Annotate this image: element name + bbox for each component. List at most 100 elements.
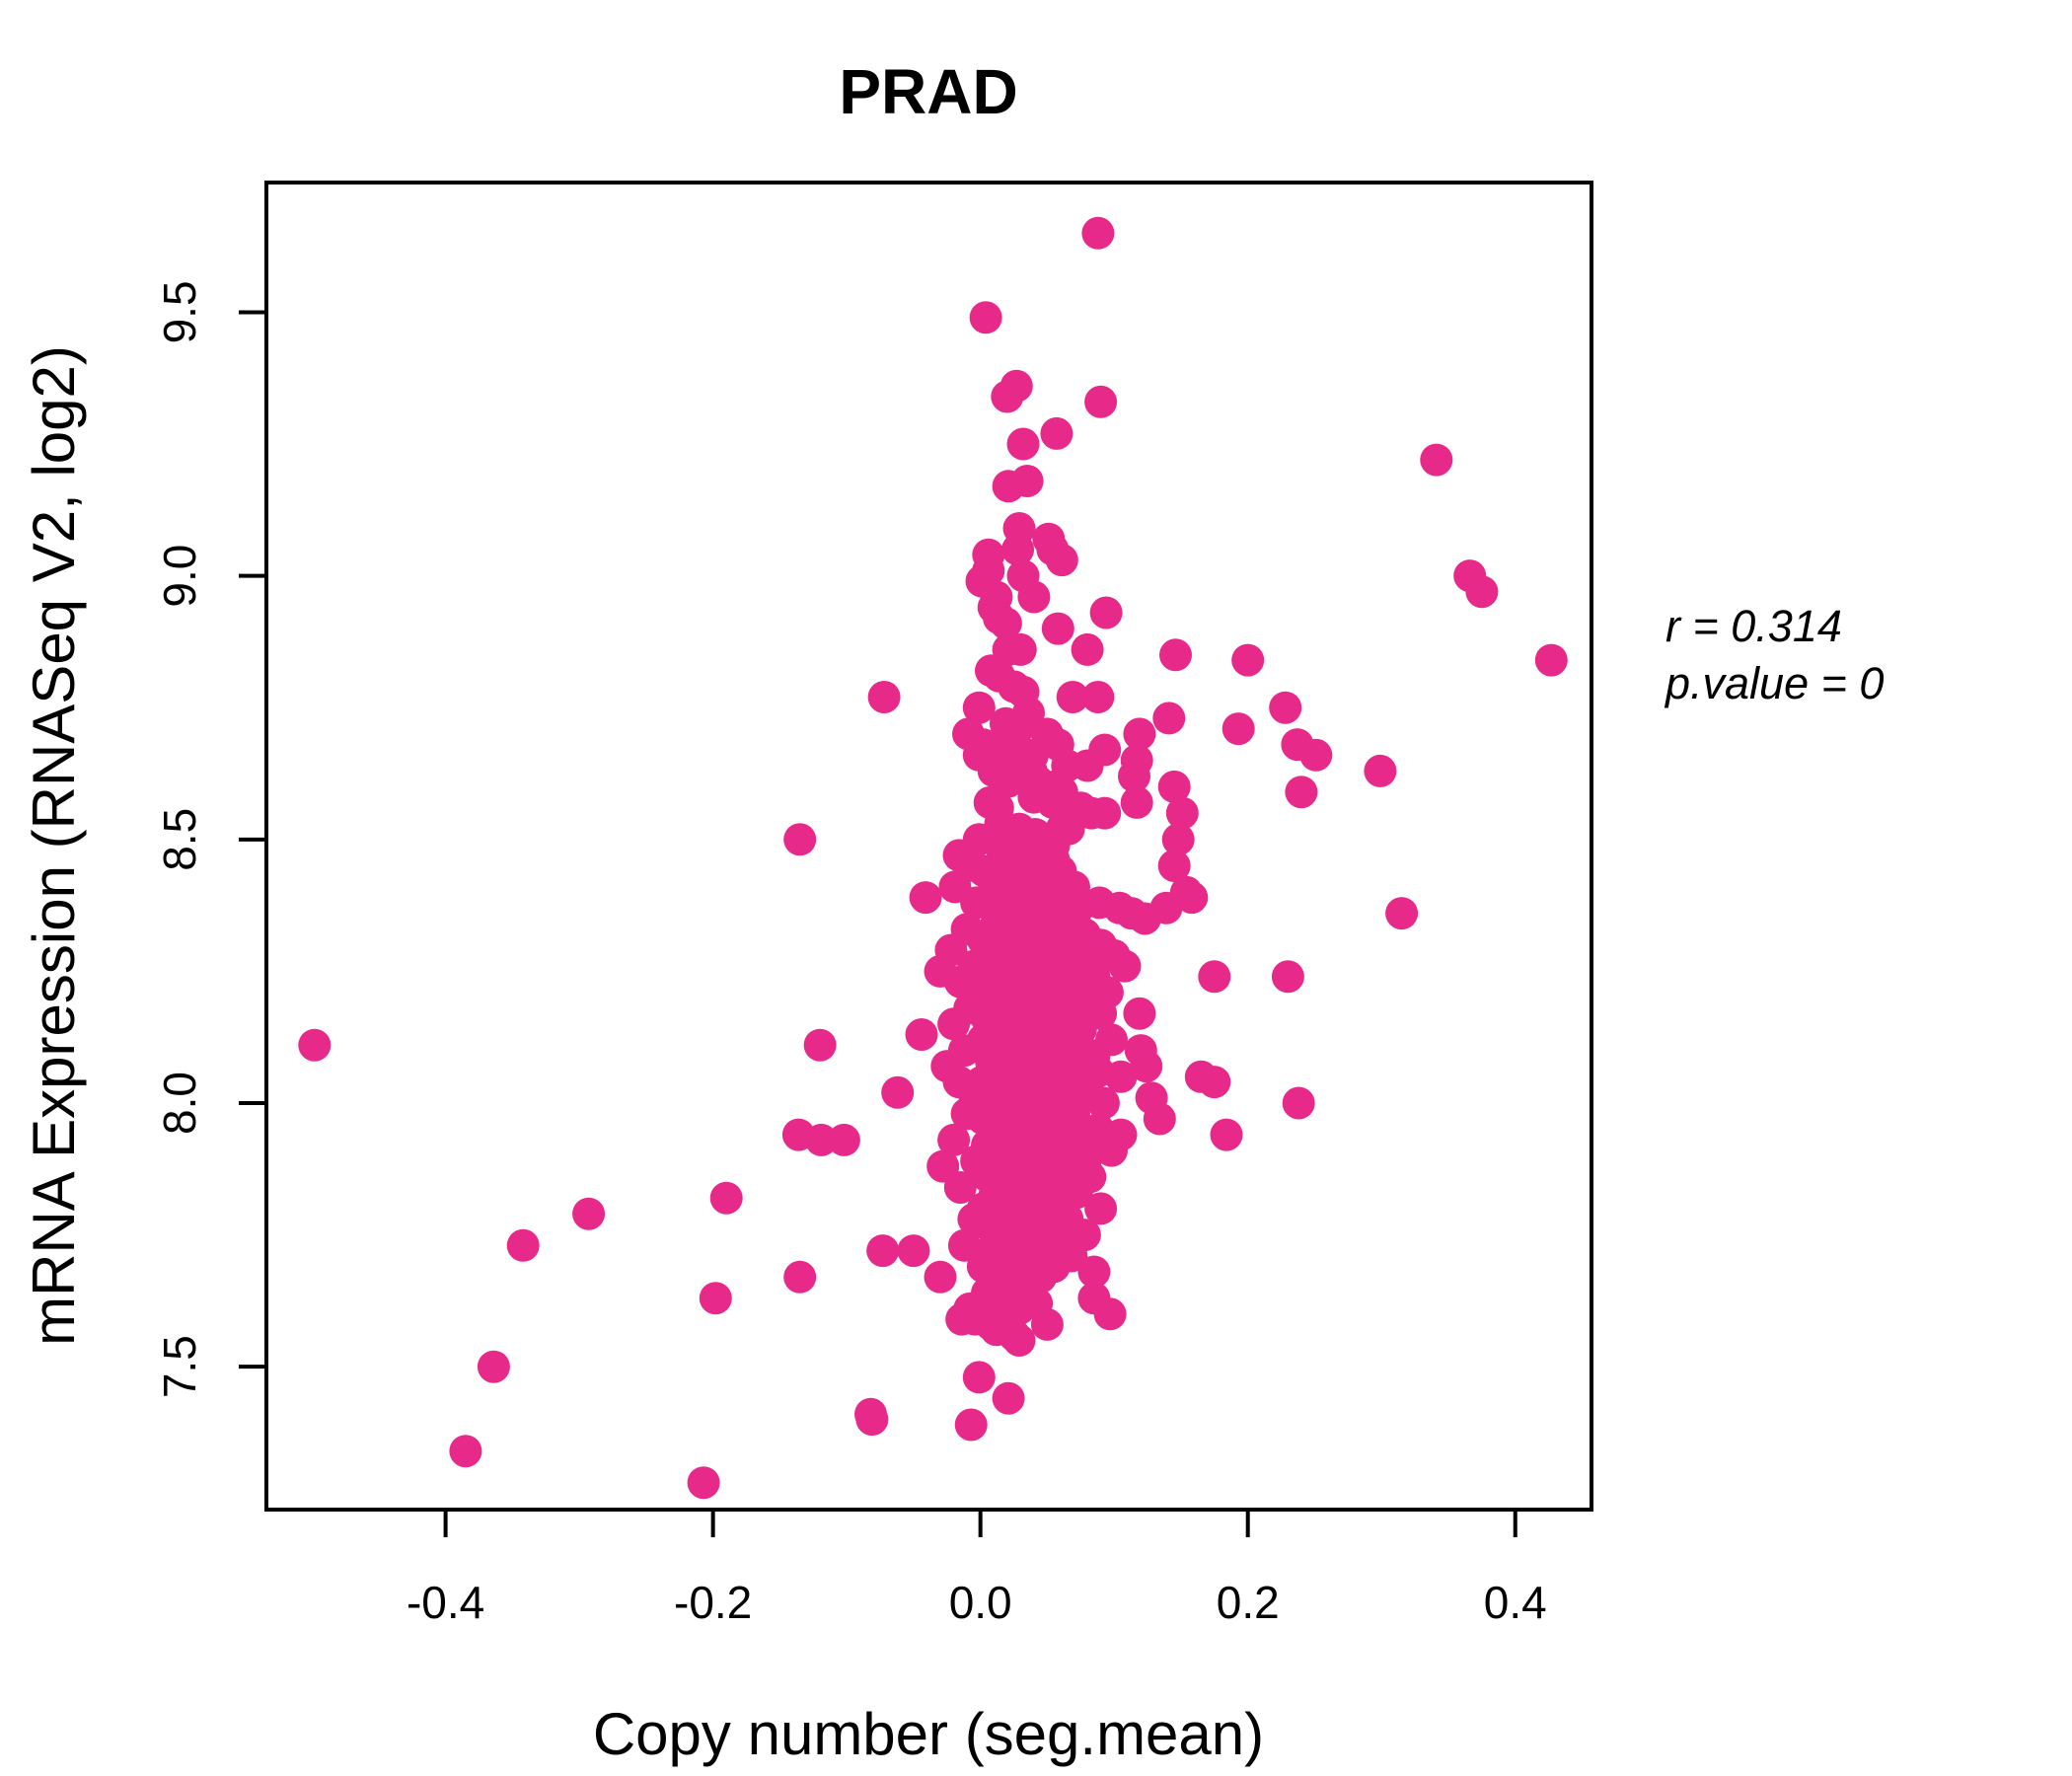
data-point <box>1081 216 1115 250</box>
data-point <box>1047 907 1080 940</box>
data-point <box>977 1039 1010 1073</box>
x-tick-label: 0.4 <box>1484 1577 1547 1628</box>
data-point <box>897 1234 930 1268</box>
data-point <box>1089 596 1123 629</box>
data-point <box>1001 533 1035 566</box>
data-point <box>924 954 957 988</box>
data-point <box>985 1165 1018 1199</box>
data-point <box>1084 1192 1118 1225</box>
data-point <box>1152 702 1186 735</box>
data-point <box>1037 844 1071 877</box>
data-point <box>1037 1007 1071 1041</box>
data-point <box>1041 612 1074 645</box>
data-point <box>1012 697 1045 730</box>
pvalue-annotation: p.value = 0 <box>1664 658 1884 708</box>
data-point <box>991 380 1024 413</box>
data-point <box>449 1435 482 1468</box>
data-point <box>937 1123 971 1156</box>
data-point <box>989 607 1022 640</box>
data-point <box>1143 1102 1176 1136</box>
data-point <box>1299 738 1333 772</box>
data-point <box>506 1228 540 1262</box>
data-point <box>1056 681 1089 713</box>
data-point <box>1149 891 1183 925</box>
data-point <box>572 1197 606 1230</box>
data-point <box>991 938 1024 972</box>
data-point <box>1068 987 1101 1019</box>
data-point <box>1175 881 1209 915</box>
data-point <box>1088 796 1122 830</box>
data-point <box>804 1123 838 1156</box>
data-point <box>905 1018 938 1051</box>
data-point <box>1060 1023 1093 1057</box>
data-point <box>1007 902 1041 935</box>
chart-title: PRAD <box>839 56 1017 127</box>
data-point <box>1073 938 1107 972</box>
data-point <box>1058 870 1090 904</box>
data-point <box>1037 1149 1071 1183</box>
data-points <box>298 216 1568 1500</box>
data-point <box>1231 643 1265 677</box>
data-point <box>1086 1086 1120 1120</box>
data-point <box>866 1234 900 1268</box>
data-point <box>803 1028 837 1062</box>
y-tick-label: 8.0 <box>154 1072 205 1135</box>
data-point <box>1271 960 1304 994</box>
data-point <box>1081 681 1115 713</box>
data-point <box>988 728 1021 762</box>
data-point <box>1093 1297 1127 1331</box>
data-point <box>1020 1044 1054 1077</box>
data-point <box>975 859 1007 893</box>
y-tick-label: 9.0 <box>154 545 205 608</box>
data-point <box>1045 544 1078 577</box>
data-point <box>1120 785 1153 819</box>
data-point <box>783 823 817 856</box>
data-point <box>996 1129 1029 1162</box>
x-tick-label: 0.0 <box>949 1577 1012 1628</box>
data-point <box>926 1149 960 1183</box>
data-point <box>1420 443 1453 477</box>
data-point <box>1071 632 1104 666</box>
data-point <box>1047 1050 1080 1083</box>
data-point <box>992 470 1025 503</box>
y-tick-label: 7.5 <box>154 1335 205 1398</box>
data-point <box>1157 770 1191 803</box>
data-point <box>998 1318 1031 1352</box>
data-point <box>1161 823 1195 856</box>
data-point <box>881 1075 915 1109</box>
y-tick-label: 8.5 <box>154 808 205 871</box>
data-point <box>947 1228 981 1262</box>
data-point <box>1157 850 1191 882</box>
x-tick-label: -0.2 <box>674 1577 752 1628</box>
data-point <box>1165 796 1199 830</box>
data-point <box>854 1397 887 1431</box>
data-point <box>988 1287 1021 1320</box>
data-point <box>1017 780 1051 814</box>
data-point <box>298 1028 332 1062</box>
data-point <box>1285 776 1318 809</box>
data-point <box>1051 1107 1084 1141</box>
plot-border <box>264 181 1593 1512</box>
data-point <box>1364 754 1397 787</box>
data-point <box>699 1282 732 1315</box>
data-point <box>1104 1118 1138 1151</box>
data-point <box>1084 385 1118 418</box>
data-point <box>937 1007 971 1041</box>
data-point <box>1385 897 1419 930</box>
data-point <box>1124 1034 1157 1068</box>
data-point <box>1003 632 1037 666</box>
data-point <box>1534 643 1568 677</box>
data-point <box>687 1466 720 1500</box>
data-point <box>867 681 901 713</box>
data-point <box>1465 575 1499 609</box>
data-point <box>1210 1118 1243 1151</box>
data-point <box>1221 712 1255 746</box>
correlation-annotation: r = 0.314 <box>1665 601 1842 651</box>
data-point <box>1040 416 1073 450</box>
data-point <box>1269 691 1302 724</box>
data-point <box>827 1123 860 1156</box>
data-point <box>1077 1255 1111 1289</box>
x-axis-label: Copy number (seg.mean) <box>593 1701 1264 1767</box>
x-tick-label: 0.2 <box>1217 1577 1280 1628</box>
data-point <box>1120 744 1153 777</box>
